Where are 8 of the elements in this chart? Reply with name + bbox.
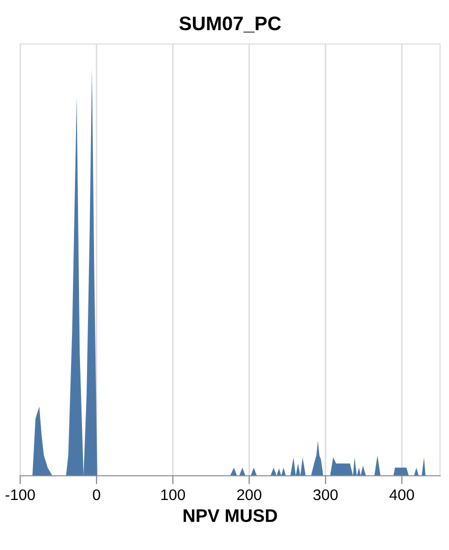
- x-tick-label: 0: [92, 489, 100, 500]
- x-tick-label: 100: [161, 489, 186, 500]
- x-tick-label: -100: [6, 489, 35, 500]
- x-tick-label: 200: [237, 489, 262, 500]
- x-tick-label: 400: [389, 489, 414, 500]
- x-tick-label: 300: [313, 489, 338, 500]
- x-axis-title: NPV MUSD: [184, 509, 278, 522]
- chart-title: SUM07_PC: [179, 16, 281, 32]
